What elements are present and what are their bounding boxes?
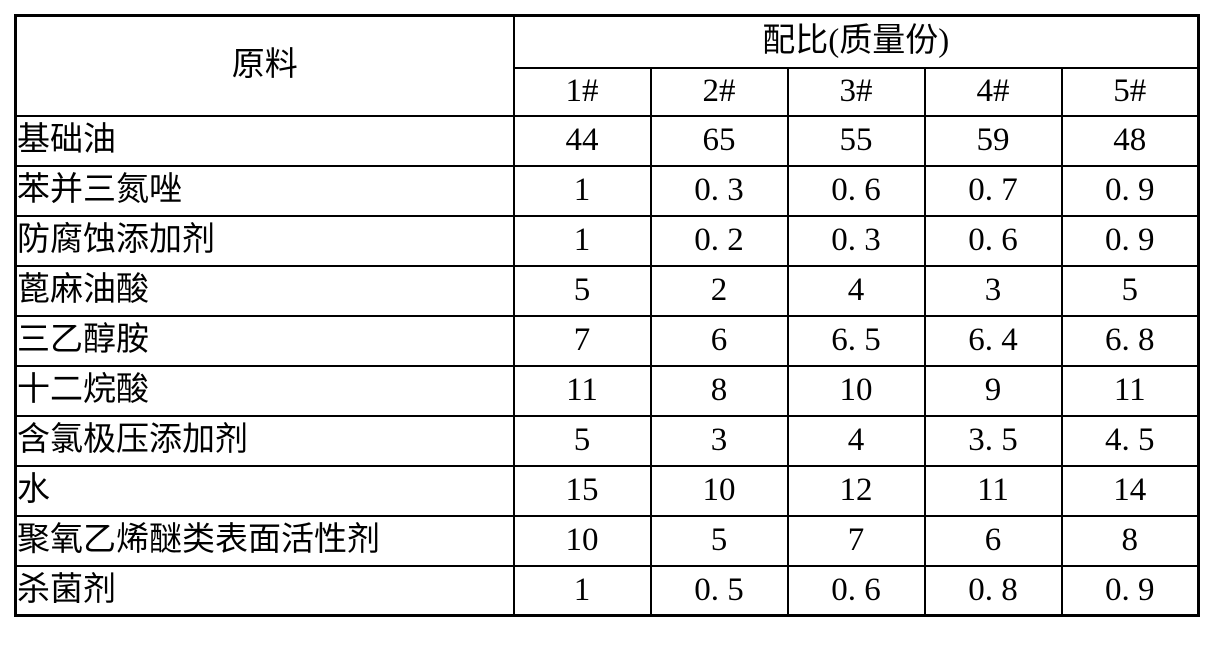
table-row: 基础油 44 65 55 59 48 [14,114,1200,167]
value-cell: 5 [649,514,789,567]
value-cell: 3 [923,264,1063,317]
value-cell: 8 [1060,514,1200,567]
value-cell: 0. 9 [1060,214,1200,267]
value-cell: 0. 2 [649,214,789,267]
material-cell: 防腐蚀添加剂 [14,214,515,267]
value-cell: 6. 8 [1060,314,1200,367]
material-cell: 基础油 [14,114,515,167]
value-cell: 55 [786,114,926,167]
value-cell: 59 [923,114,1063,167]
value-cell: 1 [512,564,652,617]
value-cell: 5 [512,264,652,317]
value-cell: 7 [512,314,652,367]
material-cell: 杀菌剂 [14,564,515,617]
material-cell: 三乙醇胺 [14,314,515,367]
value-cell: 65 [649,114,789,167]
header-ratio-group: 配比(质量份) [512,14,1200,69]
value-cell: 6. 4 [923,314,1063,367]
value-cell: 2 [649,264,789,317]
header-sample-4: 4# [923,66,1063,117]
value-cell: 11 [1060,364,1200,417]
value-cell: 10 [786,364,926,417]
value-cell: 5 [1060,264,1200,317]
table-row: 三乙醇胺 7 6 6. 5 6. 4 6. 8 [14,314,1200,367]
material-cell: 十二烷酸 [14,364,515,417]
value-cell: 12 [786,464,926,517]
value-cell: 14 [1060,464,1200,517]
value-cell: 0. 6 [786,564,926,617]
table-row: 十二烷酸 11 8 10 9 11 [14,364,1200,417]
header-row-group: 原料 配比(质量份) [14,14,1200,117]
value-cell: 8 [649,364,789,417]
value-cell: 1 [512,164,652,217]
value-cell: 0. 3 [649,164,789,217]
value-cell: 7 [786,514,926,567]
header-sample-1: 1# [512,66,652,117]
formulation-table: 原料 配比(质量份) 1# 2# 3# 4# 5# 基础油 44 65 55 5… [14,14,1201,617]
value-cell: 9 [923,364,1063,417]
value-cell: 11 [512,364,652,417]
header-sample-2: 2# [649,66,789,117]
value-cell: 11 [923,464,1063,517]
value-cell: 44 [512,114,652,167]
value-cell: 6. 5 [786,314,926,367]
value-cell: 48 [1060,114,1200,167]
material-cell: 苯并三氮唑 [14,164,515,217]
value-cell: 3. 5 [923,414,1063,467]
value-cell: 4 [786,414,926,467]
value-cell: 10 [512,514,652,567]
table-row: 蓖麻油酸 5 2 4 3 5 [14,264,1200,317]
value-cell: 1 [512,214,652,267]
value-cell: 0. 8 [923,564,1063,617]
table-row: 防腐蚀添加剂 1 0. 2 0. 3 0. 6 0. 9 [14,214,1200,267]
table-row: 水 15 10 12 11 14 [14,464,1200,517]
value-cell: 0. 6 [786,164,926,217]
value-cell: 3 [649,414,789,467]
value-cell: 0. 6 [923,214,1063,267]
material-cell: 聚氧乙烯醚类表面活性剂 [14,514,515,567]
value-cell: 5 [512,414,652,467]
value-cell: 4. 5 [1060,414,1200,467]
value-cell: 0. 9 [1060,164,1200,217]
value-cell: 4 [786,264,926,317]
material-cell: 水 [14,464,515,517]
value-cell: 15 [512,464,652,517]
value-cell: 0. 3 [786,214,926,267]
table-row: 杀菌剂 1 0. 5 0. 6 0. 8 0. 9 [14,564,1200,617]
value-cell: 0. 5 [649,564,789,617]
value-cell: 6 [649,314,789,367]
table-row: 含氯极压添加剂 5 3 4 3. 5 4. 5 [14,414,1200,467]
material-cell: 蓖麻油酸 [14,264,515,317]
header-material: 原料 [14,14,515,117]
value-cell: 6 [923,514,1063,567]
value-cell: 0. 7 [923,164,1063,217]
value-cell: 0. 9 [1060,564,1200,617]
table-row: 聚氧乙烯醚类表面活性剂 10 5 7 6 8 [14,514,1200,567]
table-row: 苯并三氮唑 1 0. 3 0. 6 0. 7 0. 9 [14,164,1200,217]
material-cell: 含氯极压添加剂 [14,414,515,467]
value-cell: 10 [649,464,789,517]
header-sample-3: 3# [786,66,926,117]
header-row-samples: 1# 2# 3# 4# 5# [16,66,1200,117]
header-sample-5: 5# [1060,66,1200,117]
